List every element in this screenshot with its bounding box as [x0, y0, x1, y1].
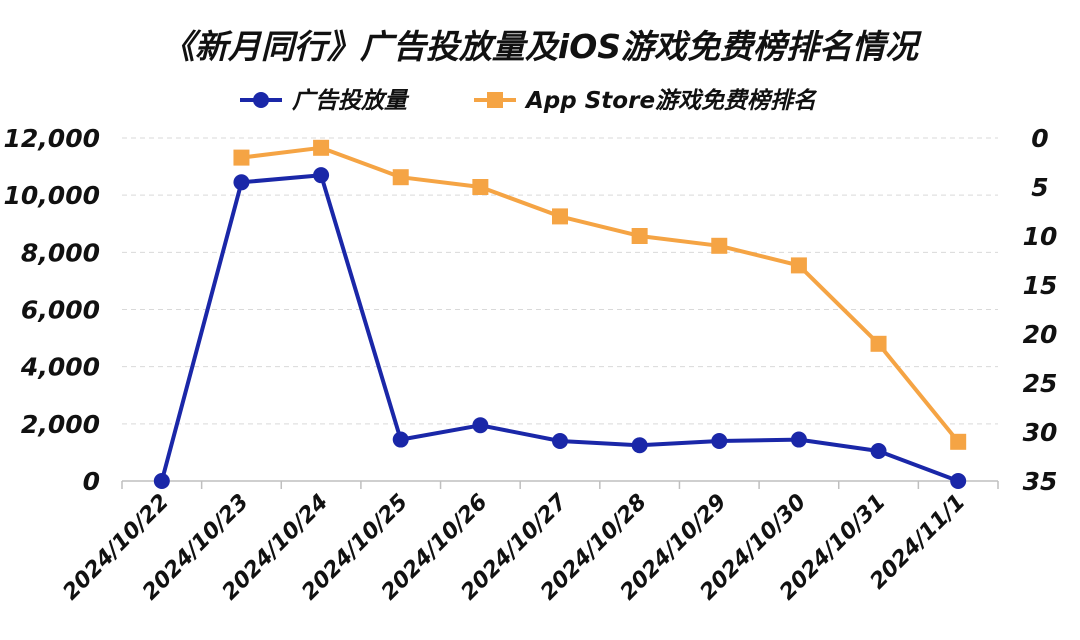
data-point-ad-volume	[711, 432, 728, 449]
y-left-tick-label: 12,000	[4, 124, 100, 153]
y-right-tick-label: 0	[1031, 124, 1048, 153]
data-point-ranking	[552, 208, 568, 225]
y-right-tick-label: 5	[1031, 173, 1048, 202]
y-right-tick-label: 30	[1023, 418, 1058, 447]
data-point-ad-volume	[950, 473, 967, 489]
y-left-tick-label: 0	[83, 467, 100, 496]
legend: 广告投放量 App Store游戏免费榜排名	[240, 88, 818, 114]
legend-label-ranking: App Store游戏免费榜排名	[524, 88, 818, 114]
y-right-tick-label: 20	[1023, 320, 1058, 349]
y-left-tick-label: 2,000	[21, 410, 100, 439]
chart-title: 《新月同行》广告投放量及iOS游戏免费榜排名情况	[162, 27, 922, 66]
data-point-ranking	[711, 237, 728, 254]
legend-label-ad-volume: 广告投放量	[292, 88, 410, 114]
data-point-ranking	[472, 179, 489, 195]
data-point-ad-volume	[472, 417, 489, 434]
y-right-tick-label: 25	[1023, 369, 1058, 398]
legend-marker-ranking	[487, 92, 503, 108]
legend-marker-ad-volume	[253, 92, 269, 108]
data-point-ranking	[313, 139, 330, 156]
data-point-ad-volume	[870, 442, 887, 459]
data-point-ad-volume	[313, 167, 330, 184]
data-point-ranking	[233, 149, 250, 166]
data-point-ranking	[870, 335, 887, 352]
data-point-ranking	[790, 257, 807, 274]
y-right-tick-label: 15	[1023, 271, 1058, 300]
legend-item-ranking: App Store游戏免费榜排名	[474, 88, 818, 114]
data-point-ranking	[950, 433, 967, 450]
y-right-tick-label: 10	[1023, 222, 1058, 251]
y-left-tick-label: 4,000	[20, 353, 100, 382]
y-left-tick-label: 10,000	[4, 181, 100, 210]
data-point-ad-volume	[631, 437, 648, 454]
data-point-ad-volume	[392, 431, 409, 448]
legend-item-ad-volume: 广告投放量	[240, 88, 410, 114]
y-right-tick-label: 35	[1023, 467, 1058, 496]
data-point-ad-volume	[552, 432, 568, 449]
data-point-ranking	[392, 169, 409, 186]
y-left-tick-label: 6,000	[21, 296, 100, 325]
data-point-ad-volume	[233, 174, 250, 191]
series-line-ranking	[241, 145, 960, 444]
y-left-tick-label: 8,000	[21, 238, 100, 267]
data-point-ad-volume	[790, 431, 807, 448]
data-point-ranking	[631, 228, 648, 244]
data-point-ad-volume	[153, 473, 170, 489]
